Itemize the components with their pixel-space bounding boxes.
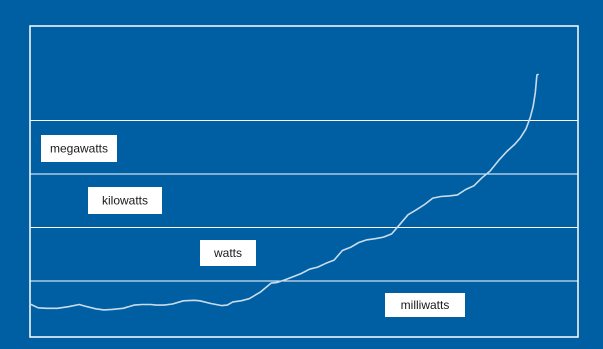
band-label-text: milliwatts (401, 298, 450, 312)
plot-frame (29, 25, 579, 338)
band-label-watts: watts (200, 240, 256, 266)
band-label-megawatts: megawatts (41, 135, 117, 162)
band-label-text: kilowatts (102, 194, 148, 208)
band-label-text: megawatts (50, 142, 108, 156)
power-curve-line (29, 73, 539, 311)
band-label-kilowatts: kilowatts (88, 187, 162, 214)
band-label-box (88, 187, 162, 214)
band-dividers (30, 120, 578, 282)
band-labels: milliwatts watts kilowatts megawatts (41, 135, 465, 317)
band-label-box (385, 293, 465, 317)
band-label-box (200, 240, 256, 266)
band-label-milliwatts: milliwatts (385, 293, 465, 317)
band-label-text: watts (213, 246, 242, 260)
band-label-box (41, 135, 117, 162)
